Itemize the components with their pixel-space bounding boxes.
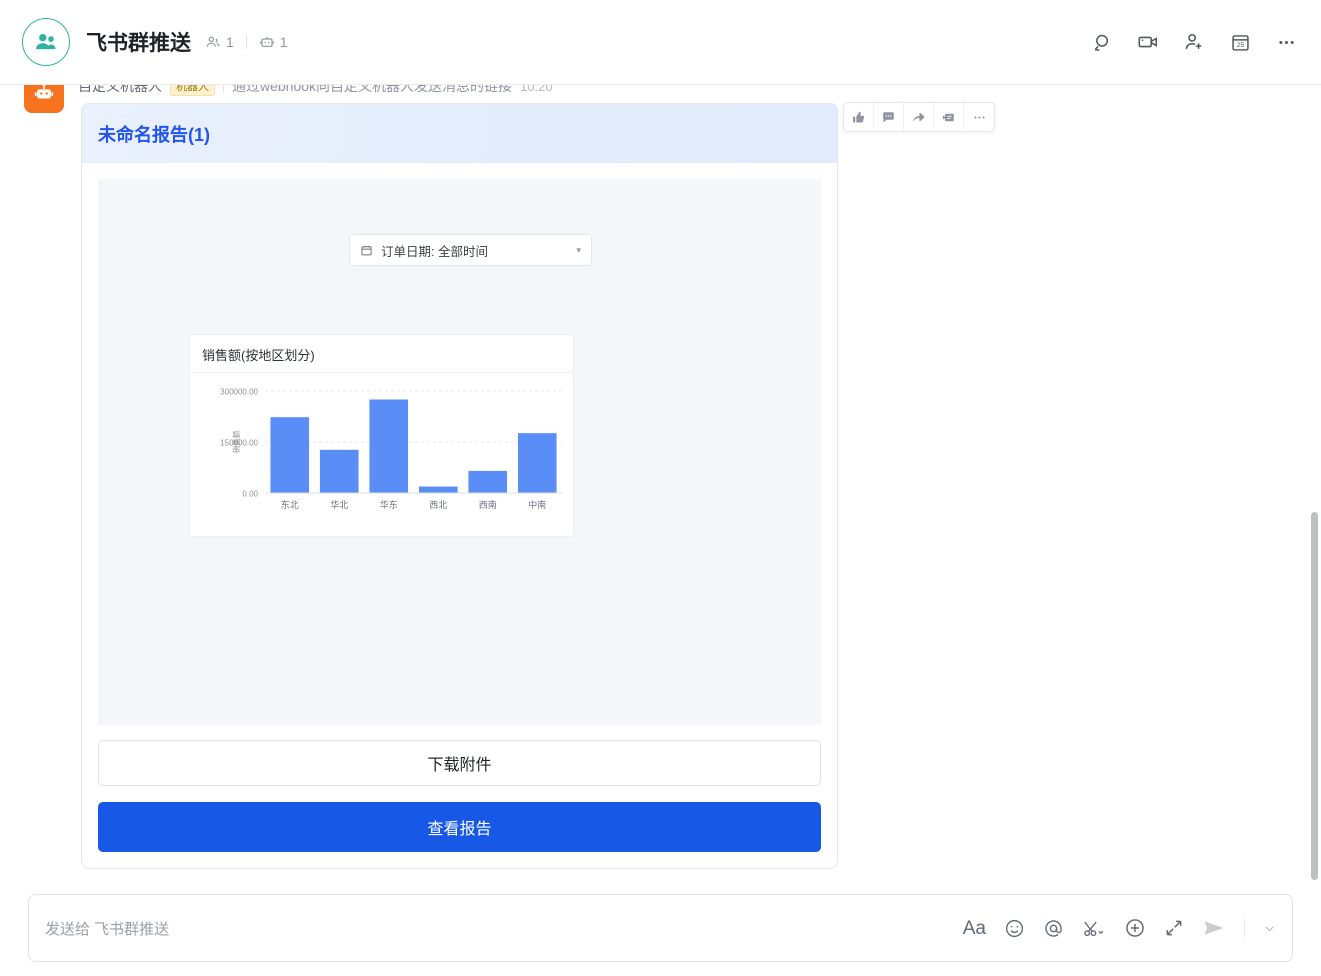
message-composer[interactable]: 发送给 飞书群推送 Aa	[28, 894, 1293, 962]
svg-text:西南: 西南	[479, 499, 497, 510]
text-format-icon[interactable]: Aa	[962, 917, 986, 939]
svg-text:25: 25	[1236, 42, 1244, 49]
bar-中南	[517, 433, 557, 493]
sales-chart-card: 销售额(按地区划分) 0.00 150000.00 300000.00 销售额东北 华北…	[189, 334, 574, 537]
video-call-icon[interactable]	[1135, 29, 1161, 55]
meta-divider	[245, 35, 247, 49]
emoji-icon[interactable]	[1004, 918, 1025, 939]
page-title: 飞书群推送	[86, 32, 191, 55]
members-icon	[206, 36, 220, 47]
download-attachment-button[interactable]: 下载附件	[98, 740, 821, 786]
add-member-icon[interactable]	[1181, 29, 1207, 55]
svg-text:华北: 华北	[330, 499, 348, 510]
bar-华东	[369, 399, 409, 493]
svg-text:销售额: 销售额	[231, 430, 241, 453]
date-filter-label: 订单日期: 全部时间	[381, 244, 488, 259]
chevron-down-icon: ▾	[576, 244, 581, 255]
svg-text:0.00: 0.00	[242, 490, 258, 499]
message-input[interactable]: 发送给 飞书群推送	[45, 920, 170, 938]
member-count-value: 1	[226, 34, 234, 50]
report-card-title: 未命名报告(1)	[98, 124, 210, 145]
composer-divider	[1244, 919, 1245, 937]
send-icon[interactable]	[1202, 916, 1226, 940]
previous-message: 自定义机器人 机器人 通过webhook向自定义机器人发送消息的链接 10:20	[24, 85, 553, 113]
comment-icon[interactable]	[874, 103, 904, 131]
avatar[interactable]	[22, 18, 70, 66]
search-icon[interactable]	[1089, 29, 1115, 55]
screenshot-icon[interactable]	[1082, 918, 1106, 939]
calendar-icon	[360, 244, 373, 257]
header-actions: 25	[1089, 29, 1299, 55]
chart-title: 销售额(按地区划分)	[190, 335, 573, 373]
svg-text:150000.00: 150000.00	[220, 439, 258, 448]
date-filter-dropdown[interactable]: 订单日期: 全部时间 ▾	[349, 234, 592, 266]
bar-西南	[468, 470, 508, 493]
thumbs-up-icon[interactable]	[844, 103, 874, 131]
report-card: 未命名报告(1) 订单日期: 全部时间 ▾	[81, 103, 838, 869]
member-count[interactable]: 1	[205, 34, 234, 50]
robot-icon	[34, 85, 54, 99]
view-report-button[interactable]: 查看报告	[98, 802, 821, 852]
bot-count-value: 1	[279, 34, 288, 50]
chat-header: 飞书群推送 1 1	[0, 0, 1321, 85]
expand-icon[interactable]	[1164, 918, 1184, 938]
report-card-header: 未命名报告(1)	[82, 104, 837, 163]
previous-message-text: 通过webhook向自定义机器人发送消息的链接	[232, 85, 513, 94]
message-list: 自定义机器人 机器人 通过webhook向自定义机器人发送消息的链接 10:20	[0, 85, 1321, 875]
previous-message-time: 10:20	[520, 85, 553, 94]
svg-text:300000.00: 300000.00	[220, 388, 258, 397]
chart-plot[interactable]: 0.00 150000.00 300000.00 销售额东北 华北 华东 西北 西南 中南	[190, 373, 575, 536]
more-icon[interactable]	[1273, 29, 1299, 55]
svg-text:东北: 东北	[281, 499, 299, 510]
svg-text:中南: 中南	[528, 499, 546, 510]
bot-avatar[interactable]	[24, 85, 64, 113]
composer-toolbar: Aa	[963, 916, 1276, 940]
chat-meta: 1 1	[205, 34, 288, 50]
bar-西北	[418, 486, 458, 493]
add-attachment-icon[interactable]	[1124, 917, 1146, 939]
robot-icon	[259, 37, 274, 47]
bar-东北	[270, 417, 310, 493]
previous-message-line: 自定义机器人 机器人 通过webhook向自定义机器人发送消息的链接 10:20	[78, 85, 553, 96]
mention-icon[interactable]	[1043, 918, 1064, 939]
svg-text:华东: 华东	[380, 499, 398, 510]
bot-badge: 机器人	[170, 85, 215, 96]
message-scrollbar-thumb[interactable]	[1311, 512, 1318, 880]
more-icon[interactable]	[964, 103, 994, 131]
bot-count[interactable]: 1	[259, 34, 288, 50]
message-scrollbar-track[interactable]	[1307, 85, 1321, 880]
svg-text:西北: 西北	[429, 500, 447, 510]
previous-message-sender: 自定义机器人	[78, 85, 162, 94]
bar-华北	[319, 449, 359, 493]
report-card-body: 订单日期: 全部时间 ▾ 销售额(按地区划分) 0.00 150000.00 300…	[82, 163, 837, 868]
message-hover-toolbar	[843, 102, 995, 132]
send-options-icon[interactable]	[1263, 922, 1276, 935]
prev-divider	[223, 85, 224, 92]
calendar-icon[interactable]: 25	[1227, 29, 1253, 55]
forward-icon[interactable]	[904, 103, 934, 131]
reply-icon[interactable]	[934, 103, 964, 131]
report-preview: 订单日期: 全部时间 ▾ 销售额(按地区划分) 0.00 150000.00 300…	[98, 179, 821, 725]
group-people-icon	[36, 33, 56, 50]
